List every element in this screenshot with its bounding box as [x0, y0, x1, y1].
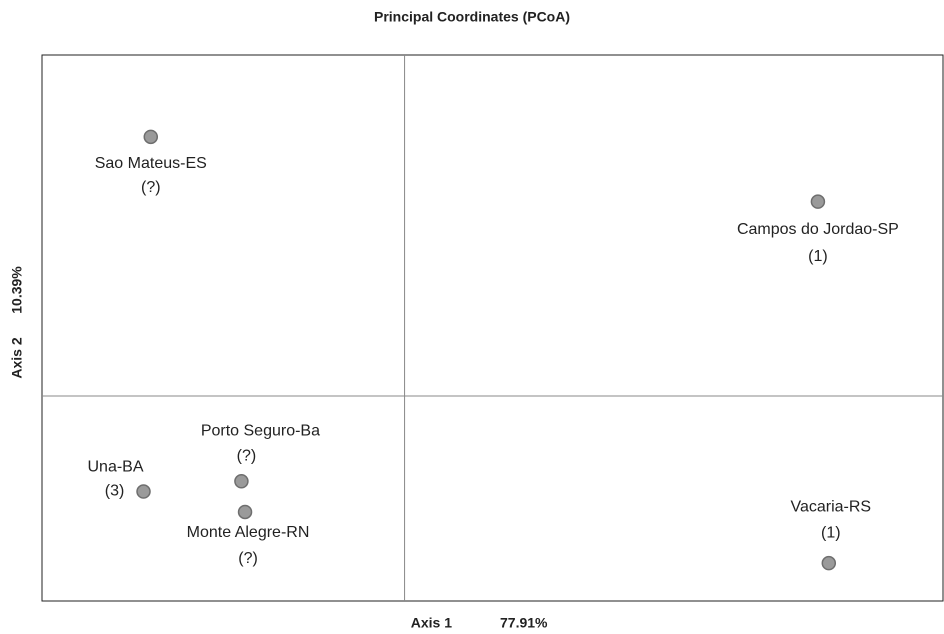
- x-axis-label: Axis 1: [411, 615, 452, 631]
- point-count: (1): [821, 524, 841, 541]
- point: [821, 555, 837, 571]
- chart-title: Principal Coordinates (PCoA): [374, 9, 570, 25]
- point: [237, 504, 253, 520]
- point-label: Monte Alegre-RN: [187, 524, 310, 541]
- y-axis-variance: 10.39%: [9, 266, 25, 314]
- point: [143, 129, 159, 145]
- point-label: Vacaria-RS: [790, 498, 871, 515]
- point-label: Campos do Jordao-SP: [737, 221, 899, 238]
- point-count: (3): [105, 483, 125, 500]
- y-axis-label: Axis 2: [9, 337, 25, 378]
- point-label: Sao Mateus-ES: [95, 155, 207, 172]
- point: [234, 474, 249, 489]
- plot-frame: [41, 54, 944, 602]
- point-count: (?): [238, 550, 258, 567]
- point: [136, 484, 151, 499]
- point: [810, 194, 826, 209]
- point-label: Una-BA: [88, 459, 144, 476]
- point-count: (?): [141, 179, 161, 196]
- point-count: (?): [237, 448, 257, 465]
- x-axis-variance: 77.91%: [500, 615, 548, 631]
- point-count: (1): [808, 248, 828, 265]
- point-label: Porto Seguro-Ba: [201, 423, 320, 440]
